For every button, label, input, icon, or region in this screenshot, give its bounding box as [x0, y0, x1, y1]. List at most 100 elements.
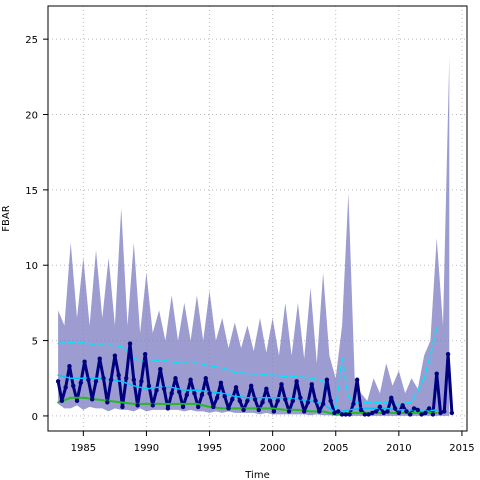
series-point-main [426, 406, 432, 411]
series-point-main [218, 380, 224, 385]
series-point-main [351, 401, 356, 407]
series-point-main [286, 409, 292, 414]
series-point-main [256, 407, 261, 413]
series-point-main [188, 377, 193, 382]
series-point-main [415, 407, 420, 413]
series-point-main [59, 398, 65, 404]
series-point-main [389, 395, 394, 401]
x-tick-label: 1985 [71, 443, 96, 454]
y-axis-title: FBAR [1, 205, 12, 231]
series-point-main [226, 406, 231, 411]
series-point-main [294, 379, 299, 384]
series-point-main [180, 404, 186, 410]
series-point-main [290, 398, 296, 404]
series-point-main [214, 395, 220, 401]
x-axis-ticks: 1985 1990 1995 2000 2005 2010 2015 [71, 431, 475, 454]
series-point-main [362, 412, 367, 417]
series-point-main [373, 409, 379, 414]
y-tick-label: 25 [25, 35, 38, 46]
series-point-main [165, 406, 171, 411]
series-point-main [381, 410, 386, 416]
series-point-main [71, 383, 76, 388]
series-point-main [97, 356, 102, 361]
series-point-main [267, 398, 273, 404]
series-point-main [203, 376, 208, 381]
series-point-main [438, 410, 443, 416]
plot-frame [47, 5, 468, 432]
band-layer [58, 57, 450, 416]
point-layer [55, 341, 455, 417]
series-point-main [116, 373, 121, 378]
series-point-main [124, 376, 129, 381]
series-point-main [445, 351, 451, 357]
series-point-main [298, 395, 303, 401]
series-point-main [195, 404, 201, 410]
series-point-main [271, 409, 277, 414]
y-tick-label: 20 [25, 111, 38, 122]
series-point-main [108, 377, 114, 382]
series-point-main [169, 391, 174, 396]
series-point-main [336, 409, 341, 414]
series-point-main [74, 398, 80, 404]
series-point-main [211, 404, 216, 410]
series-point-main [120, 404, 125, 410]
series-point-main [419, 412, 424, 417]
series-point-main [313, 398, 318, 404]
series-point-main [192, 391, 197, 396]
series-point-main [248, 383, 254, 388]
series-point-main [366, 412, 371, 417]
series-point-main [305, 400, 311, 405]
y-tick-label: 5 [32, 337, 38, 348]
series-point-main [377, 404, 383, 410]
series-point-main [301, 409, 307, 414]
series-point-main [309, 382, 314, 387]
series-point-main [317, 409, 322, 414]
series-point-main [158, 367, 163, 372]
series-point-main [347, 412, 352, 417]
y-tick-label: 10 [25, 261, 38, 272]
series-point-main [411, 406, 417, 411]
series-point-main [146, 383, 152, 388]
series-point-main [264, 386, 269, 392]
series-point-main [392, 406, 398, 411]
series-line-smooth [57, 374, 438, 414]
series-point-main [396, 410, 402, 416]
series-point-main [101, 376, 106, 381]
series-point-main [343, 412, 349, 417]
y-tick-label: 0 [32, 412, 38, 423]
series-point-main [161, 386, 167, 392]
series-point-main [135, 403, 140, 408]
series-point-main [89, 397, 95, 402]
series-point-main [222, 394, 227, 399]
uncertainty-band [58, 57, 450, 416]
series-point-main [154, 388, 159, 393]
series-point-main [324, 377, 330, 382]
series-point-main [332, 410, 337, 416]
series-point-main [237, 398, 243, 404]
series-point-main [207, 391, 212, 396]
series-point-main [404, 409, 409, 414]
series-point-main [127, 341, 133, 346]
series-point-main [408, 412, 413, 417]
series-point-main [139, 379, 144, 384]
x-tick-label: 2010 [386, 443, 411, 454]
x-tick-label: 2015 [449, 443, 474, 454]
series-point-main [233, 385, 239, 390]
x-tick-label: 2005 [323, 443, 348, 454]
series-point-main [241, 407, 246, 413]
grid [48, 6, 467, 431]
series-point-main [328, 398, 333, 404]
series-point-main [63, 385, 68, 390]
series-point-main [184, 392, 190, 398]
series-point-main [86, 377, 91, 382]
x-axis-title: Time [244, 470, 269, 480]
series-point-main [279, 382, 284, 387]
series-point-main [177, 389, 182, 395]
series-point-main [67, 363, 72, 369]
series-point-main [112, 353, 118, 358]
series-point-main [199, 392, 205, 398]
series-point-main [320, 401, 326, 407]
series-line-upper [57, 324, 438, 410]
series-point-main [442, 409, 447, 414]
